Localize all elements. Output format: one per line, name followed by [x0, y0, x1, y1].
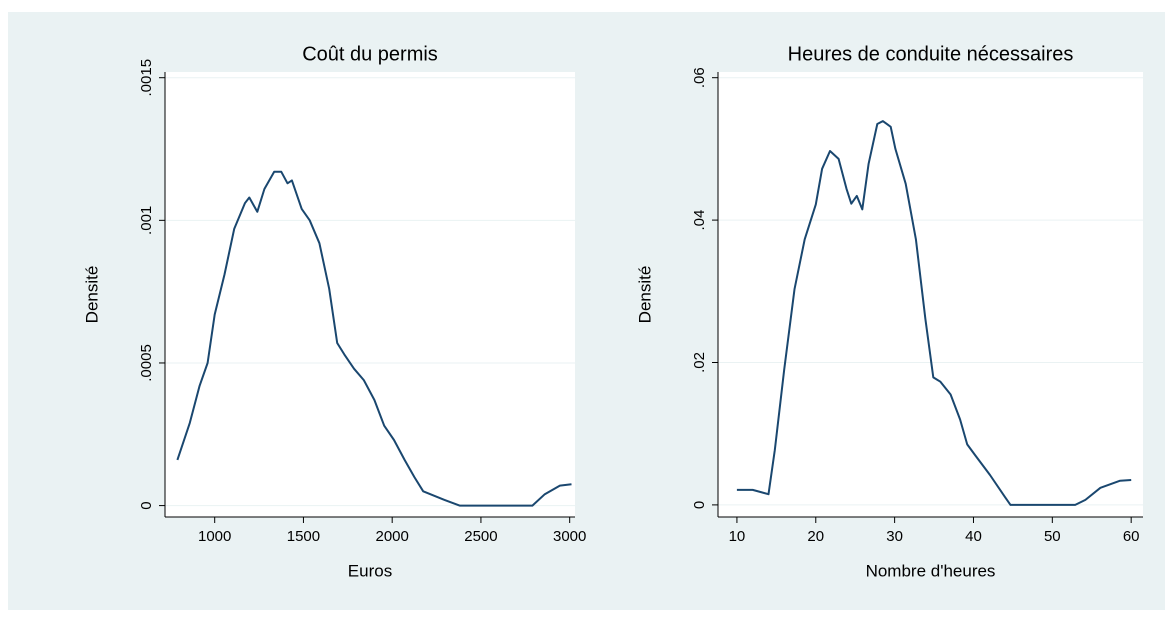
x-tick-label: 2500: [464, 528, 497, 545]
x-axis-label: Nombre d'heures: [866, 561, 996, 580]
x-tick-label: 3000: [553, 528, 586, 545]
x-axis-label: Euros: [348, 561, 392, 580]
chart-title: Heures de conduite nécessaires: [788, 43, 1074, 65]
x-tick-label: 2000: [375, 528, 408, 545]
y-tick-label: .001: [138, 206, 155, 235]
y-tick-label: 0: [138, 501, 155, 509]
density-line: [736, 120, 1132, 506]
plot-area: [165, 72, 575, 517]
x-tick-label: 1500: [287, 528, 320, 545]
density-line: [176, 170, 572, 507]
y-tick-label: .0005: [138, 344, 155, 382]
y-tick-label: .0015: [138, 59, 155, 97]
x-tick-label: 1000: [198, 528, 231, 545]
x-tick-label: 50: [1044, 528, 1061, 545]
y-tick-label: 0: [691, 501, 708, 509]
y-tick-label: .02: [691, 352, 708, 373]
x-tick-label: 20: [807, 528, 824, 545]
y-tick-label: .04: [691, 210, 708, 231]
y-tick-label: .06: [691, 67, 708, 88]
chart-title: Coût du permis: [302, 43, 438, 65]
y-axis-label: Densité: [82, 266, 101, 324]
x-tick-label: 30: [886, 528, 903, 545]
x-tick-label: 10: [729, 528, 746, 545]
plot-area: [718, 72, 1143, 517]
y-axis-label: Densité: [635, 266, 654, 324]
x-tick-label: 40: [965, 528, 982, 545]
x-tick-label: 60: [1123, 528, 1140, 545]
